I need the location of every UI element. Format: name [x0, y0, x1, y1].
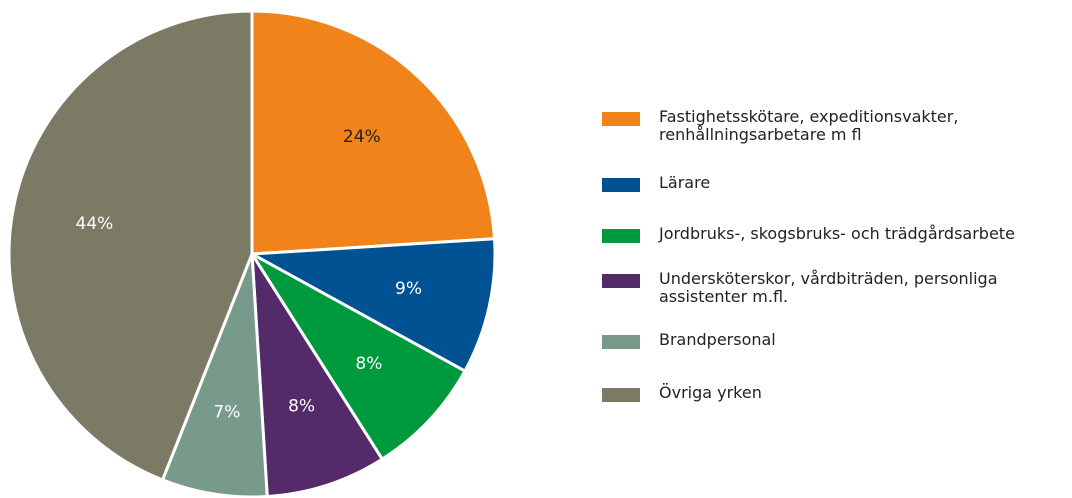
- legend-item: Lärare: [602, 174, 1072, 192]
- legend-swatch: [602, 335, 640, 349]
- legend-item: Brandpersonal: [602, 331, 1072, 349]
- slice-label: 24%: [343, 127, 381, 147]
- slice-label: 7%: [213, 402, 240, 422]
- legend-item: Fastighetsskötare, expeditionsvakter, re…: [602, 108, 1072, 144]
- pie-slice: [246, 237, 497, 374]
- pie-slice: [7, 9, 254, 482]
- slice-label: 44%: [76, 214, 114, 234]
- slice-label: 8%: [288, 397, 315, 417]
- pie-slice: [250, 252, 467, 462]
- legend-item: Jordbruks-, skogsbruks- och trädgårdsarb…: [602, 225, 1072, 243]
- slice-label: 9%: [395, 279, 422, 299]
- legend-swatch: [602, 229, 640, 243]
- legend-label: Övriga yrken: [659, 383, 762, 402]
- pie-slice: [160, 253, 269, 498]
- pie-slice: [250, 9, 497, 256]
- legend-label: Fastighetsskötare, expeditionsvakter, re…: [659, 107, 959, 144]
- legend-item: Undersköterskor, vårdbiträden, personlig…: [602, 270, 1072, 306]
- legend-label: Brandpersonal: [659, 330, 776, 349]
- chart: 24% 9% 8% 8% 7% 44%: [7, 9, 497, 498]
- legend-swatch: [602, 388, 640, 402]
- legend-label: Undersköterskor, vårdbiträden, personlig…: [659, 269, 998, 306]
- legend-label: Lärare: [659, 173, 711, 192]
- slice-label: 8%: [355, 354, 382, 374]
- legend-item: Övriga yrken: [602, 384, 1072, 402]
- pie-slice: [250, 253, 385, 498]
- legend-swatch: [602, 112, 640, 126]
- legend-swatch: [602, 274, 640, 288]
- legend-label: Jordbruks-, skogsbruks- och trädgårdsarb…: [659, 224, 1015, 243]
- legend-swatch: [602, 178, 640, 192]
